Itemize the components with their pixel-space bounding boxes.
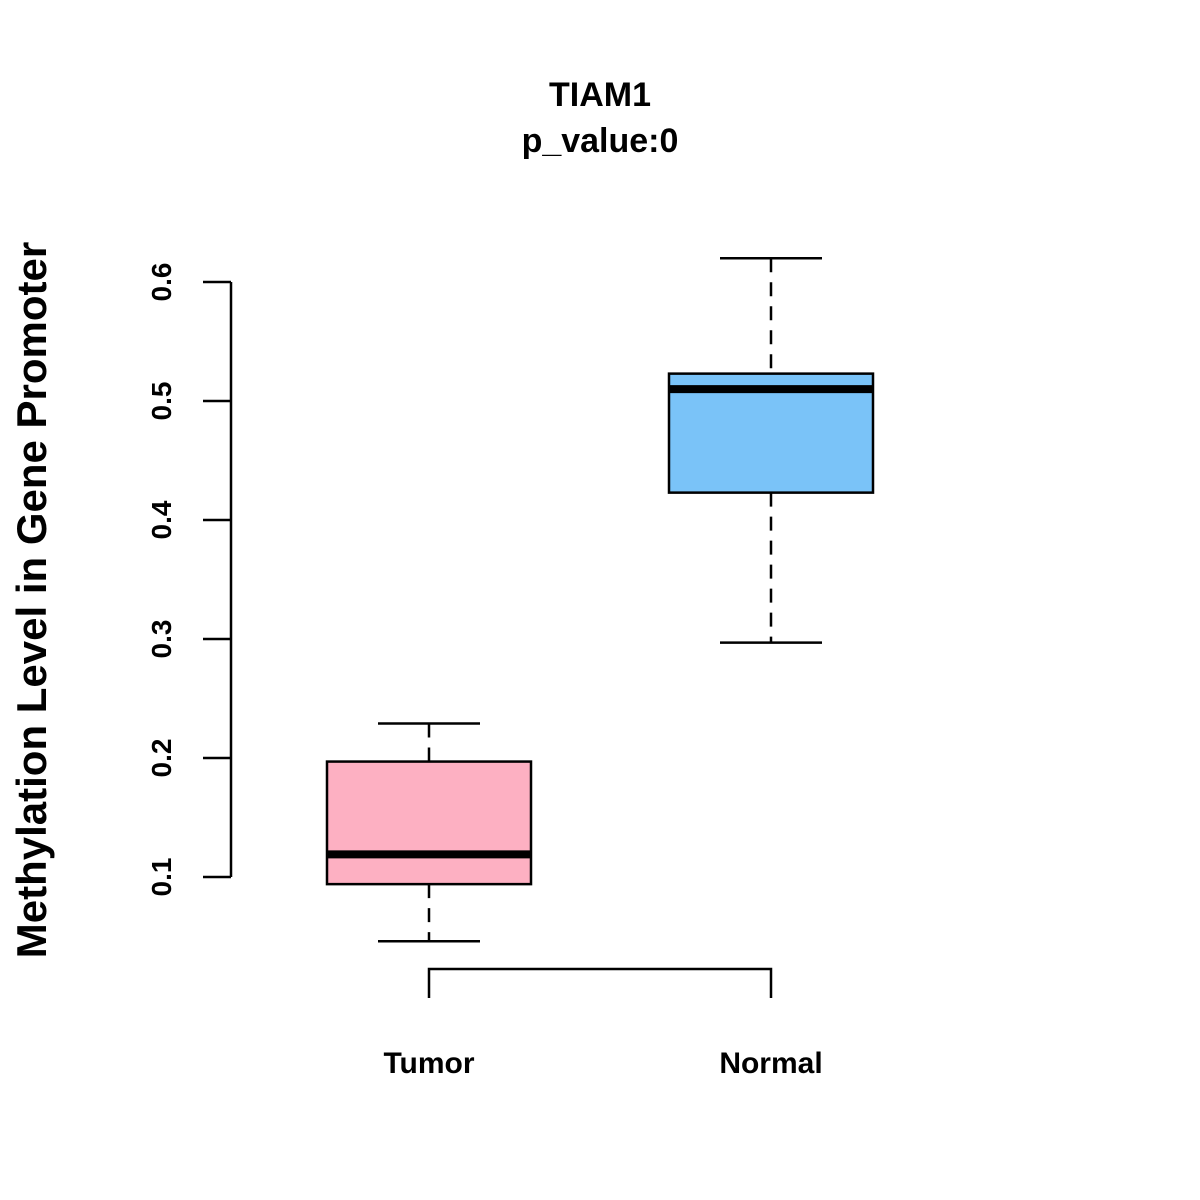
y-tick-label: 0.5 [146,382,177,421]
y-tick-label: 0.2 [146,739,177,778]
category-label: Tumor [383,1047,474,1080]
y-tick-label: 0.1 [146,858,177,897]
chart-marks: 0.1 0.2 0.3 0.4 0.5 0.6 Tumor Normal [146,256,875,1080]
box-normal [667,372,875,494]
y-tick-label: 0.4 [146,500,177,539]
chart-subtitle: p_value:0 [522,122,679,160]
box-tumor [325,760,533,886]
y-tick-label: 0.3 [146,620,177,659]
comparison-bracket [427,967,773,998]
chart-title: TIAM1 [549,76,651,114]
y-axis-label: Methylation Level in Gene Promoter [8,242,55,958]
category-label: Normal [719,1047,822,1080]
y-tick-label: 0.6 [146,263,177,302]
